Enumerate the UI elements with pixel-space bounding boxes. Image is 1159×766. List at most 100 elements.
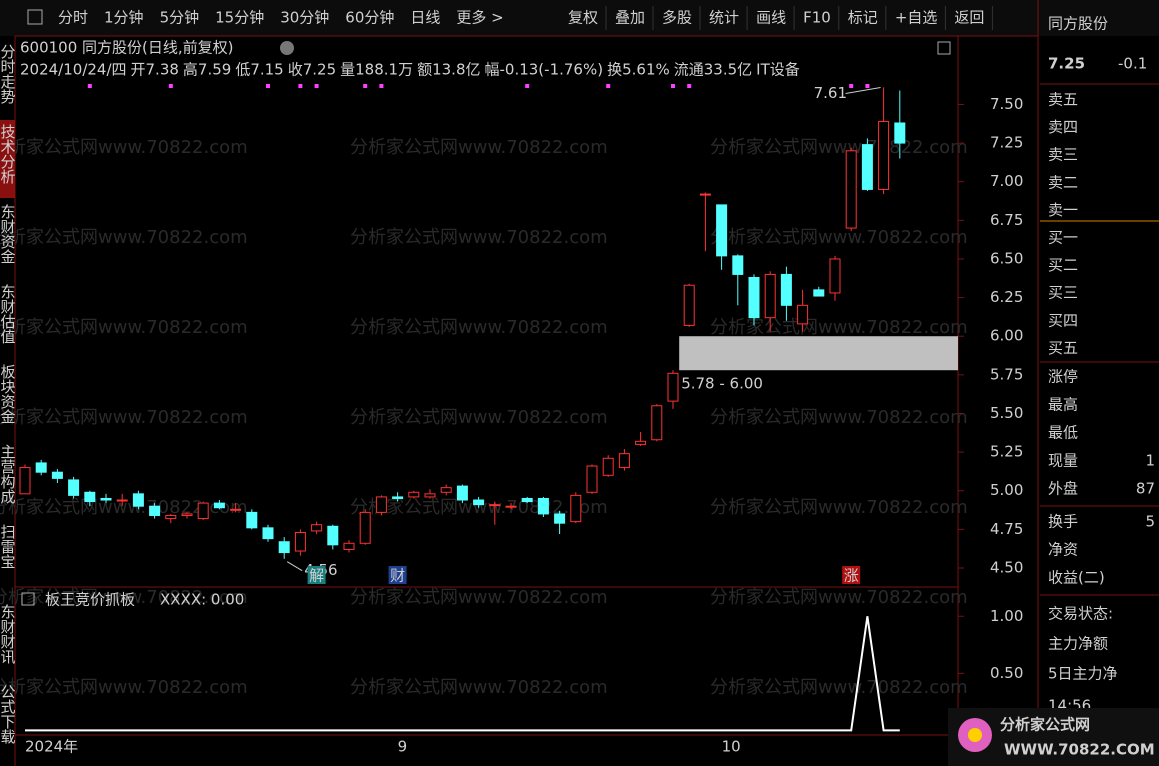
- info-item: 开7.38: [131, 61, 179, 79]
- tool-button[interactable]: 画线: [756, 9, 786, 27]
- top-marker: [314, 84, 319, 88]
- period-tab[interactable]: 15分钟: [215, 9, 264, 27]
- period-tab[interactable]: 30分钟: [280, 9, 329, 27]
- watermark: 分析家公式网www.70822.com: [350, 407, 608, 428]
- watermark: 分析家公式网www.70822.com: [710, 497, 968, 518]
- tool-button[interactable]: 多股: [662, 9, 692, 27]
- y-tick-label: 5.75: [990, 365, 1023, 383]
- top-marker: [168, 84, 173, 88]
- watermark: 分析家公式网www.70822.com: [710, 227, 968, 248]
- side-tab[interactable]: 东财资金: [0, 204, 17, 264]
- period-tab[interactable]: 更多 >: [456, 9, 503, 27]
- candle-body: [116, 499, 128, 502]
- tool-button[interactable]: 返回: [954, 9, 984, 27]
- candle-body: [699, 193, 711, 196]
- side-tab[interactable]: 扫雷宝: [0, 524, 17, 569]
- candle-body: [294, 531, 306, 552]
- side-tab[interactable]: 公式下载: [0, 684, 17, 745]
- note-arrow: [286, 561, 303, 572]
- candle-body: [797, 304, 809, 325]
- side-tab[interactable]: 东财财讯: [0, 604, 17, 665]
- info-item: 额13.8亿: [417, 61, 480, 79]
- side-tab[interactable]: 板块资金: [0, 363, 17, 424]
- note-arrow: [845, 86, 881, 94]
- candle-body: [375, 496, 387, 513]
- y-tick-label: 1.00: [990, 607, 1023, 625]
- candle-body: [602, 457, 614, 476]
- price-zone: [679, 336, 958, 371]
- y-tick-label: 4.50: [990, 559, 1023, 577]
- tool-button[interactable]: 叠加: [615, 9, 645, 27]
- top-marker: [849, 84, 854, 88]
- stat-label: 净资: [1048, 541, 1078, 559]
- indicator-line: [25, 616, 900, 732]
- candle-body: [456, 485, 468, 501]
- stat-value: 5: [1145, 513, 1155, 531]
- candle-body: [278, 541, 290, 554]
- candle-body: [19, 467, 31, 495]
- candle-body: [829, 258, 841, 294]
- event-badge[interactable]: [842, 566, 861, 584]
- side-tab[interactable]: 分时走势: [0, 44, 17, 105]
- candle-body: [635, 440, 647, 445]
- status-label: 5日主力净: [1048, 665, 1118, 683]
- stat-label: 收益(二): [1048, 569, 1105, 587]
- watermark: 分析家公式网www.70822.com: [350, 137, 608, 158]
- x-tick-label: 10: [722, 738, 741, 756]
- candle-body: [165, 514, 177, 520]
- book-label: 买二: [1048, 256, 1078, 274]
- watermark: 分析家公式网www.70822.com: [0, 317, 248, 338]
- y-tick-label: 4.75: [990, 520, 1023, 538]
- quote-change: -0.1: [1118, 55, 1147, 73]
- watermark: 分析家公式网www.70822.com: [350, 227, 608, 248]
- candle-body: [230, 508, 242, 511]
- book-label: 买三: [1048, 284, 1078, 302]
- tool-button[interactable]: 标记: [848, 9, 878, 27]
- book-label: 卖五: [1048, 91, 1078, 109]
- corner-button[interactable]: [937, 41, 951, 55]
- top-marker: [363, 84, 368, 88]
- candle-body: [181, 513, 193, 516]
- period-tab[interactable]: 分时: [58, 9, 88, 27]
- candle-body: [149, 505, 161, 516]
- period-tab[interactable]: 日线: [410, 9, 440, 27]
- watermark: 分析家公式网www.70822.com: [350, 317, 608, 338]
- candle-body: [424, 493, 436, 498]
- side-tab[interactable]: 技术分析: [0, 124, 17, 184]
- candle-body: [489, 504, 501, 507]
- tool-button[interactable]: 复权: [568, 9, 598, 27]
- header-button[interactable]: [280, 41, 294, 55]
- indicator-value: XXXX: 0.00: [160, 591, 244, 609]
- candle-body: [764, 273, 776, 319]
- event-badge[interactable]: [307, 566, 326, 584]
- book-label: 卖一: [1048, 201, 1078, 219]
- candle-body: [878, 120, 890, 190]
- candle-body: [780, 273, 792, 306]
- watermark: 分析家公式网www.70822.com: [350, 587, 608, 608]
- y-tick-label: 0.50: [990, 664, 1023, 682]
- chart-header: 600100 同方股份(日线,前复权): [20, 39, 234, 57]
- side-tab[interactable]: 主营构成: [0, 444, 17, 505]
- candle-body: [732, 255, 744, 275]
- top-marker: [671, 84, 675, 88]
- watermark: 分析家公式网www.70822.com: [0, 587, 248, 608]
- period-tab[interactable]: 5分钟: [160, 9, 200, 27]
- event-badge[interactable]: [388, 566, 407, 584]
- watermark: 分析家公式网www.70822.com: [710, 137, 968, 158]
- tool-button[interactable]: +自选: [895, 9, 938, 27]
- side-tab[interactable]: 东财估值: [0, 284, 17, 344]
- tool-button[interactable]: F10: [803, 9, 831, 27]
- period-tab[interactable]: 60分钟: [345, 9, 394, 27]
- tool-button[interactable]: 统计: [709, 9, 739, 27]
- candle-body: [262, 527, 274, 540]
- stat-value: 87: [1136, 480, 1155, 498]
- status-label: 主力净额: [1048, 635, 1108, 653]
- watermark: 分析家公式网www.70822.com: [710, 587, 968, 608]
- period-tab[interactable]: 1分钟: [104, 9, 144, 27]
- logo-title: 分析家公式网: [1000, 716, 1090, 734]
- candle-body: [861, 144, 873, 190]
- x-tick-label: 9: [398, 738, 408, 756]
- info-item: 收7.25: [288, 61, 336, 79]
- top-marker: [525, 84, 530, 88]
- y-tick-label: 5.50: [990, 404, 1023, 422]
